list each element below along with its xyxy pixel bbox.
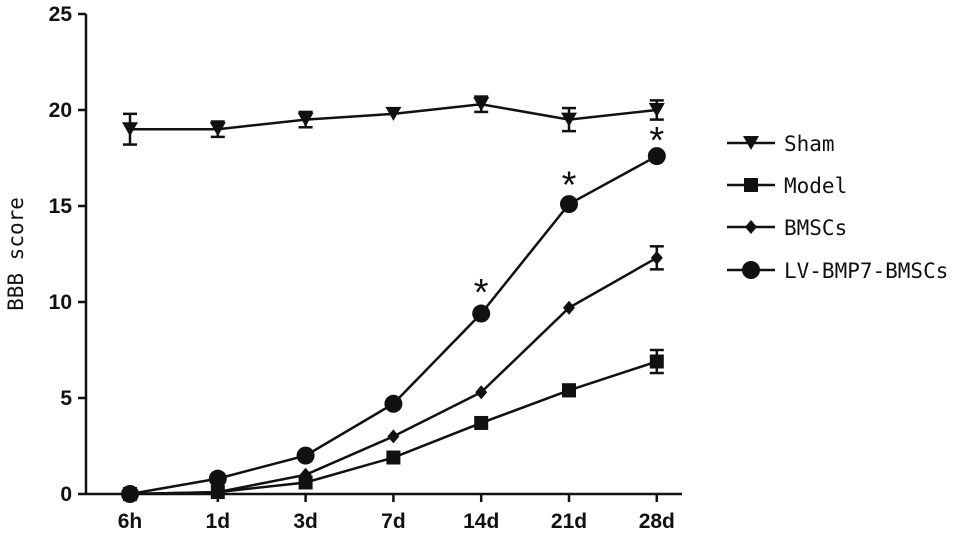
significance-asterisk: * — [649, 120, 664, 162]
data-point — [122, 122, 138, 137]
x-ticks: 6h 1d 3d 7d 14d 21d 28d — [118, 494, 675, 533]
series-lv-bmp7-bmscs — [121, 147, 666, 503]
y-tick-label: 20 — [49, 99, 72, 122]
data-point — [384, 394, 403, 413]
series-line — [129, 360, 658, 496]
legend-item: LV-BMP7-BMSCs — [727, 259, 948, 283]
x-tick-label: 28d — [639, 510, 675, 533]
data-point — [563, 300, 575, 315]
data-point — [472, 304, 491, 323]
y-tick-label: 25 — [49, 3, 73, 26]
data-point — [650, 250, 663, 265]
legend-item: Model — [727, 174, 847, 198]
x-tick-label: 1d — [206, 510, 231, 533]
data-point — [475, 385, 488, 400]
legend-label: Model — [784, 174, 847, 198]
x-tick-label: 3d — [293, 510, 318, 533]
data-point — [121, 485, 139, 503]
legend-label: LV-BMP7-BMSCs — [784, 259, 948, 283]
data-point — [209, 122, 226, 137]
data-point — [386, 450, 401, 465]
significance-asterisk: * — [474, 272, 489, 314]
data-point — [648, 103, 665, 117]
significance-asterisk: * — [562, 164, 577, 206]
legend-marker — [744, 178, 758, 192]
data-point — [474, 415, 489, 430]
data-point — [649, 354, 664, 369]
data-point — [647, 147, 666, 166]
data-point — [299, 467, 312, 482]
x-tick-label: 14d — [463, 510, 499, 533]
legend-marker — [743, 136, 759, 150]
y-axis-label: BBB score — [4, 197, 28, 311]
y-tick-label: 5 — [60, 387, 72, 410]
data-point — [560, 195, 578, 214]
data-point — [385, 106, 402, 121]
data-point — [562, 383, 576, 398]
data-point — [298, 475, 313, 490]
annotations: * * * — [474, 120, 665, 314]
data-point — [296, 446, 315, 465]
data-point — [561, 112, 577, 127]
series-sham — [122, 95, 665, 146]
legend-label: Sham — [784, 132, 835, 156]
y-tick-label: 10 — [49, 291, 72, 314]
data-point — [211, 485, 224, 500]
x-tick-label: 7d — [381, 510, 406, 533]
legend-label: BMSCs — [784, 216, 847, 240]
y-ticks: 0 5 10 15 20 25 — [49, 3, 86, 506]
data-point — [208, 469, 227, 488]
y-tick-label: 15 — [49, 195, 73, 218]
legend-item: Sham — [727, 132, 835, 156]
legend-marker — [742, 261, 760, 279]
x-tick-label: 21d — [551, 510, 587, 533]
data-point — [387, 429, 400, 444]
series-model — [123, 348, 664, 501]
series-layer — [121, 95, 666, 503]
legend-item: BMSCs — [727, 216, 847, 240]
legend-marker — [745, 220, 757, 234]
y-tick-label: 0 — [60, 483, 72, 506]
legend: Sham Model BMSCs LV-BMP7-BMSCs — [727, 132, 948, 283]
x-tick-label: 6h — [118, 510, 143, 533]
data-point — [297, 112, 314, 127]
data-point — [473, 97, 490, 112]
